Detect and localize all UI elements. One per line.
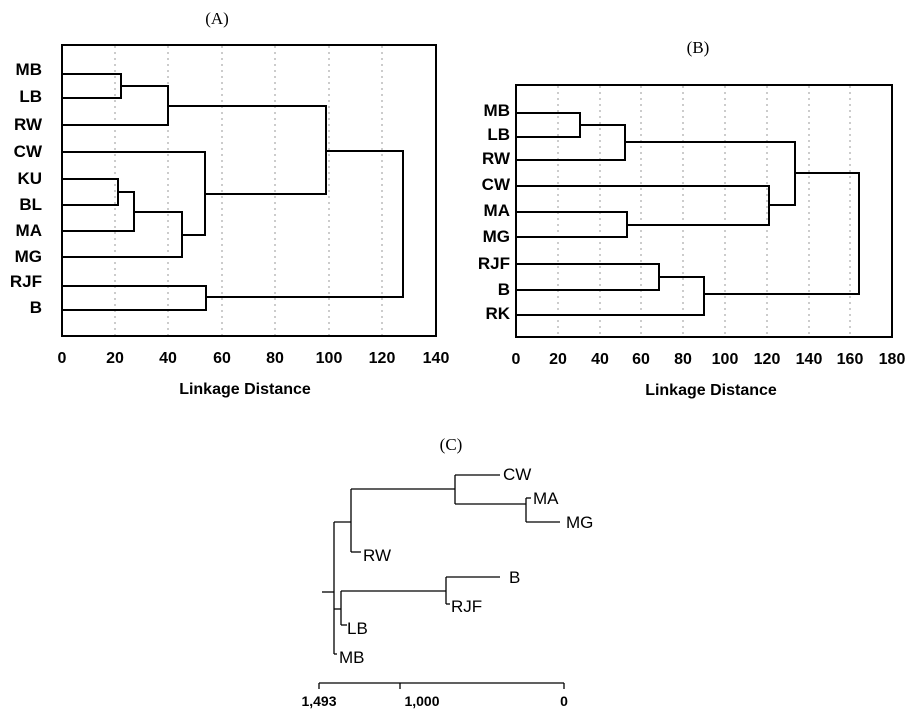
panel-c-leaf-label: RW — [363, 546, 391, 565]
panel-b-leaf-label: RW — [482, 149, 511, 168]
panel-b-tick-label: 120 — [754, 351, 781, 368]
panel-a-tick-label: 140 — [423, 350, 450, 367]
panel-a-leaf-label: RJF — [10, 272, 42, 291]
panel-b-title: (B) — [687, 38, 710, 57]
panel-a: (A) MB LB RW CW KU BL MA MG RJF B — [10, 9, 450, 398]
panel-c-leaf-label: LB — [347, 619, 368, 638]
panel-b-leaf-label: B — [498, 280, 510, 299]
panel-b-leaf-label: MB — [484, 101, 510, 120]
panel-a-frame — [61, 44, 437, 337]
panel-b-tick-label: 0 — [512, 351, 521, 368]
panel-b-leaf-labels: MB LB RW CW MA MG RJF B RK — [478, 101, 511, 323]
panel-a-leaf-label: LB — [19, 87, 42, 106]
panel-b-leaf-label: MA — [484, 201, 510, 220]
panel-c-tick-label: 0 — [560, 693, 568, 709]
panel-b-x-axis: 0 20 40 60 80 100 120 140 160 180 Linkag… — [512, 351, 906, 399]
dendrogram-branch — [516, 276, 705, 316]
panel-a-leaf-label: RW — [14, 115, 43, 134]
panel-c-tree — [322, 474, 560, 655]
panel-b-tick-label: 100 — [712, 351, 739, 368]
panel-a-tick-label: 120 — [369, 350, 396, 367]
panel-a-title: (A) — [205, 9, 229, 28]
panel-b-axis-title: Linkage Distance — [645, 382, 777, 399]
panel-c-leaf-label: CW — [503, 465, 531, 484]
panel-c-leaf-label: B — [509, 568, 520, 587]
panel-a-axis-title: Linkage Distance — [179, 381, 311, 398]
panel-b-tick-label: 60 — [632, 351, 650, 368]
dendrogram-branch — [704, 172, 860, 295]
panel-c: (C) CW MA MG RW — [301, 435, 593, 709]
panel-c-title: (C) — [440, 435, 463, 454]
panel-a-leaf-label: MB — [16, 60, 42, 79]
panel-c-leaf-label: MG — [566, 513, 593, 532]
panel-b-leaf-label: CW — [482, 175, 511, 194]
panel-b-leaf-label: LB — [487, 125, 510, 144]
panel-a-tick-label: 20 — [106, 350, 124, 367]
panel-c-leaf-label: RJF — [451, 597, 482, 616]
panel-a-leaf-label: KU — [17, 169, 42, 188]
panel-b-tick-label: 80 — [674, 351, 692, 368]
panel-a-leaf-label: MG — [15, 247, 42, 266]
panel-a-x-axis: 0 20 40 60 80 100 120 140 Linkage Distan… — [58, 350, 450, 398]
panel-b-tick-label: 40 — [591, 351, 609, 368]
panel-a-tick-label: 100 — [316, 350, 343, 367]
panel-c-tick-label: 1,000 — [404, 693, 439, 709]
panel-a-leaf-labels: MB LB RW CW KU BL MA MG RJF B — [10, 60, 43, 317]
panel-a-tick-label: 0 — [58, 350, 67, 367]
panel-b-tick-label: 20 — [549, 351, 567, 368]
panel-b-tick-label: 180 — [879, 351, 906, 368]
panel-a-leaf-label: CW — [14, 142, 43, 161]
panel-c-scale: 1,493 1,000 0 — [301, 682, 568, 709]
panel-a-tick-label: 60 — [213, 350, 231, 367]
panel-a-dendrogram — [62, 73, 404, 311]
panel-a-tick-label: 80 — [266, 350, 284, 367]
panel-a-leaf-label: MA — [16, 221, 42, 240]
panel-a-tick-label: 40 — [159, 350, 177, 367]
panel-b: (B) MB LB RW CW MA MG RJF B RK — [478, 38, 906, 399]
panel-c-leaf-label: MA — [533, 489, 559, 508]
panel-c-leaf-label: MB — [339, 648, 365, 667]
panel-b-leaf-label: RK — [485, 304, 510, 323]
panel-b-tick-label: 140 — [796, 351, 823, 368]
panel-a-leaf-label: B — [30, 298, 42, 317]
panel-c-tick-label: 1,493 — [301, 693, 336, 709]
panel-c-leaf-labels: CW MA MG RW B RJF LB MB — [339, 465, 593, 667]
dendrogram-branch — [206, 150, 404, 298]
panel-b-leaf-label: MG — [483, 227, 510, 246]
panel-a-leaf-label: BL — [19, 195, 42, 214]
panel-b-tick-label: 160 — [837, 351, 864, 368]
panel-b-dendrogram — [516, 112, 860, 316]
panel-b-leaf-label: RJF — [478, 254, 510, 273]
